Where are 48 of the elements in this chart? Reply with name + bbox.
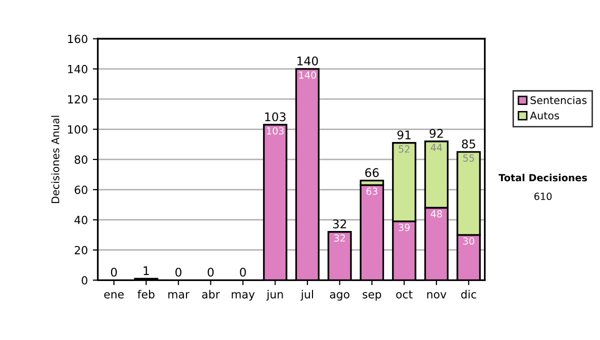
data-label: 63 (366, 188, 378, 195)
x-tick-label: ago (330, 292, 350, 301)
x-tick-label: abr (202, 290, 220, 298)
y-axis-title: Decisiones Anual (51, 116, 60, 203)
data-label: 103 (266, 127, 284, 135)
x-tick-label: dic (461, 290, 476, 298)
total-label: 0 (110, 268, 117, 277)
y-tick-label: 80 (74, 155, 88, 164)
x-tick-label: oct (396, 290, 413, 298)
data-label: 48 (430, 210, 442, 218)
x-tick-label: sep (362, 292, 382, 301)
data-label: 44 (430, 144, 442, 152)
x-tick-label: ene (104, 292, 124, 298)
y-tick-label: 160 (68, 34, 88, 44)
total-label: 66 (365, 168, 379, 178)
data-label: 39 (398, 224, 410, 232)
total-label: 103 (265, 112, 286, 122)
total-label: 140 (297, 56, 318, 66)
y-tick-label: 0 (82, 276, 88, 285)
x-tick-label: mar (168, 292, 190, 298)
y-tick-label: 120 (68, 95, 88, 104)
y-tick-label: 140 (68, 64, 88, 74)
text: Total Decisiones (498, 174, 587, 182)
x-tick-label: jun (266, 290, 283, 301)
total-label: 0 (175, 268, 182, 277)
total-label: 92 (430, 128, 443, 138)
total-label: 85 (462, 139, 476, 148)
total-label: 0 (208, 268, 214, 277)
total-label: 1 (144, 266, 149, 275)
x-tick-label: nov (427, 292, 446, 298)
data-label: 140 (299, 71, 316, 79)
data-label: 52 (398, 145, 410, 153)
x-tick-label: feb (138, 290, 154, 298)
y-tick-label: 100 (68, 125, 88, 134)
y-tick-label: 40 (74, 216, 88, 224)
data-label: 30 (463, 237, 474, 245)
data-label: 32 (334, 234, 345, 242)
x-tick-label: jul (300, 290, 313, 301)
y-tick-label: 60 (74, 186, 88, 194)
y-tick-label: 20 (74, 246, 88, 254)
x-tick-label: may (232, 292, 255, 301)
total-label: 0 (240, 268, 246, 277)
data-label: 55 (463, 154, 474, 162)
legend-label: Autos (530, 112, 559, 120)
legend-label: Sentencias (530, 96, 587, 104)
total-label: 32 (333, 219, 346, 228)
total-label: 91 (397, 130, 411, 140)
text: 610 (534, 192, 552, 200)
